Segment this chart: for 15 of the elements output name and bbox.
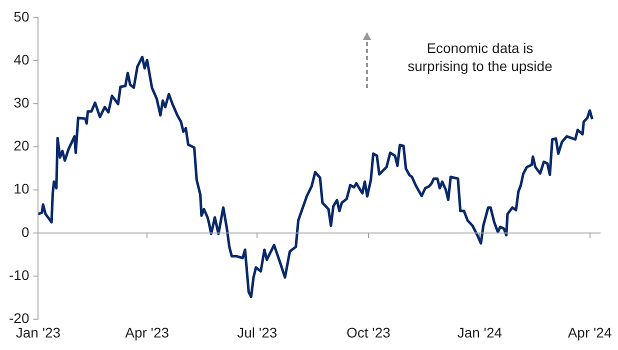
y-tick-label: 0 (21, 224, 30, 240)
x-tick-label: Apr '24 (568, 324, 612, 340)
y-tick-label: 40 (14, 51, 30, 68)
y-tick-label: -20 (9, 310, 30, 326)
x-tick-label: Jan '23 (16, 324, 61, 340)
y-tick-label: 20 (14, 138, 30, 154)
y-tick-label: 10 (14, 180, 30, 197)
y-tick-label: -10 (9, 266, 30, 283)
annotation: Economic data is surprising to the upside (406, 39, 554, 75)
y-tick-label: 50 (14, 8, 30, 24)
y-tick-label: 30 (14, 94, 30, 110)
x-tick-label: Jan '24 (457, 324, 502, 340)
x-tick-label: Jul '23 (237, 324, 278, 340)
x-tick-label: Apr '23 (125, 324, 170, 340)
x-tick-label: Oct '23 (346, 324, 391, 340)
